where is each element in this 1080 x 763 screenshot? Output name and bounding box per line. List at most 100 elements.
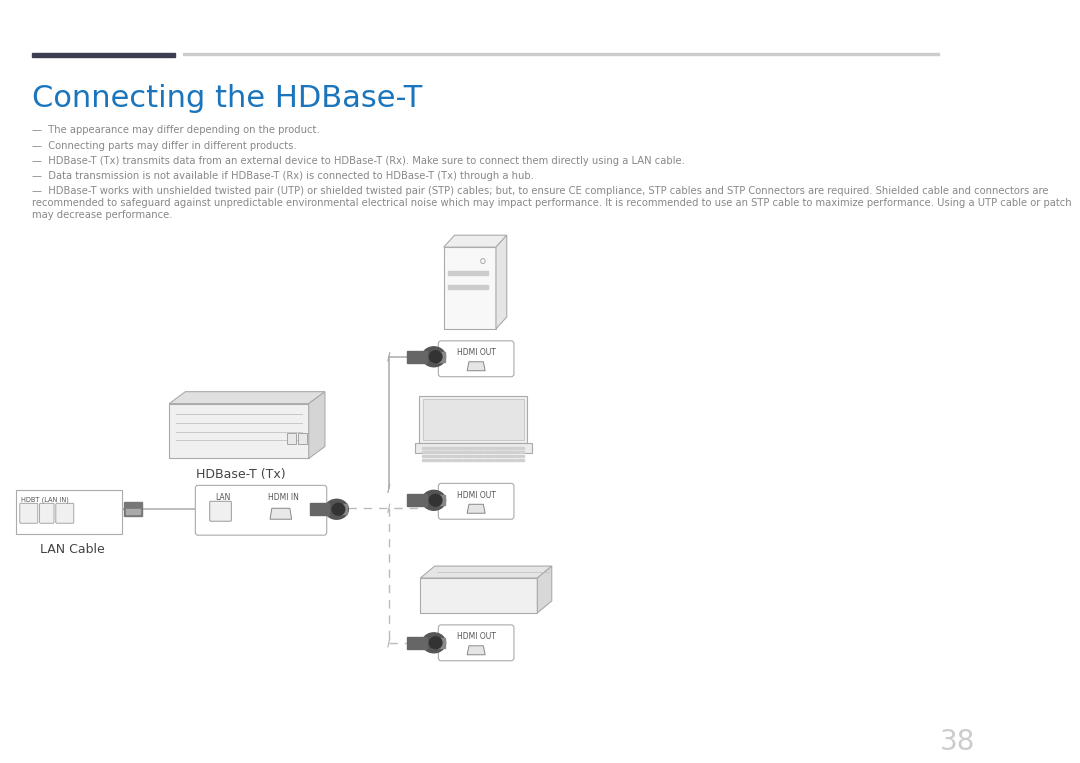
Bar [432,352,445,362]
Text: LAN Cable: LAN Cable [40,543,105,556]
Bar [407,351,427,362]
Bar [504,459,514,461]
Bar [432,638,445,648]
Bar [422,455,432,457]
Bar [515,459,524,461]
FancyBboxPatch shape [195,485,327,535]
Bar [443,459,453,461]
Bar [432,459,442,461]
Bar [124,502,143,517]
Bar [463,459,473,461]
Bar [473,455,483,457]
Bar [32,53,175,56]
Text: —  The appearance may differ depending on the product.: — The appearance may differ depending on… [32,124,320,134]
FancyBboxPatch shape [40,504,54,523]
Bar [422,447,432,449]
Bar [407,494,427,507]
Polygon shape [468,362,485,371]
Bar [515,455,524,457]
Bar [443,455,453,457]
FancyBboxPatch shape [419,396,527,443]
FancyBboxPatch shape [438,625,514,661]
Bar [504,447,514,449]
Bar [495,459,503,461]
FancyBboxPatch shape [19,504,38,523]
Ellipse shape [430,494,442,507]
Ellipse shape [333,504,345,515]
Ellipse shape [422,633,446,653]
Bar [443,447,453,449]
Bar [448,271,488,275]
Polygon shape [270,508,292,520]
FancyBboxPatch shape [298,433,307,445]
Text: HDBase-T (Tx): HDBase-T (Tx) [197,468,286,481]
Bar [126,509,140,514]
Polygon shape [170,391,325,404]
Text: —  Data transmission is not available if HDBase-T (Rx) is connected to HDBase-T : — Data transmission is not available if … [32,172,535,182]
Polygon shape [468,504,485,513]
Text: —  HDBase-T (Tx) transmits data from an external device to HDBase-T (Rx). Make s: — HDBase-T (Tx) transmits data from an e… [32,156,686,166]
Bar [484,455,494,457]
Text: —  HDBase-T works with unshielded twisted pair (UTP) or shielded twisted pair (S: — HDBase-T works with unshielded twisted… [32,186,1072,220]
Ellipse shape [422,491,446,510]
Bar [432,451,442,453]
Bar [432,495,445,505]
Bar [495,451,503,453]
FancyBboxPatch shape [415,443,532,453]
Text: HDMI OUT: HDMI OUT [457,491,496,500]
Bar [484,459,494,461]
Ellipse shape [430,351,442,362]
Text: HDMI OUT: HDMI OUT [457,633,496,642]
Ellipse shape [430,637,442,649]
FancyBboxPatch shape [287,433,296,445]
Bar [407,637,427,649]
FancyBboxPatch shape [56,504,73,523]
Polygon shape [468,645,485,655]
Bar [473,459,483,461]
Text: HDBT (LAN IN): HDBT (LAN IN) [21,496,68,503]
Bar [448,285,488,289]
Bar [463,451,473,453]
Text: 38: 38 [940,728,975,755]
Bar [422,459,432,461]
FancyBboxPatch shape [444,247,496,329]
Ellipse shape [422,347,446,367]
Bar [515,447,524,449]
Bar [453,455,462,457]
Bar [463,447,473,449]
Bar [183,53,939,55]
Ellipse shape [325,499,349,520]
Text: HDMI IN: HDMI IN [268,493,299,502]
FancyBboxPatch shape [438,483,514,520]
FancyBboxPatch shape [170,404,309,459]
Bar [504,451,514,453]
Bar [495,447,503,449]
Polygon shape [420,566,552,578]
Text: HDMI OUT: HDMI OUT [457,348,496,357]
Bar [453,447,462,449]
Bar [463,455,473,457]
Bar [484,451,494,453]
Bar [515,451,524,453]
Bar [453,451,462,453]
Bar [310,504,329,515]
Polygon shape [538,566,552,613]
Text: —  Connecting parts may differ in different products.: — Connecting parts may differ in differe… [32,140,297,150]
Bar [473,447,483,449]
Bar [432,447,442,449]
Polygon shape [309,391,325,459]
Bar [473,451,483,453]
Text: Connecting the HDBase-T: Connecting the HDBase-T [32,84,422,113]
Bar [443,451,453,453]
Bar [504,455,514,457]
FancyBboxPatch shape [438,341,514,377]
Bar [484,447,494,449]
Bar [335,504,348,514]
Bar [422,451,432,453]
FancyBboxPatch shape [210,501,231,521]
FancyBboxPatch shape [423,398,524,439]
FancyBboxPatch shape [16,491,122,534]
Polygon shape [420,578,538,613]
Bar [432,455,442,457]
Bar [495,455,503,457]
